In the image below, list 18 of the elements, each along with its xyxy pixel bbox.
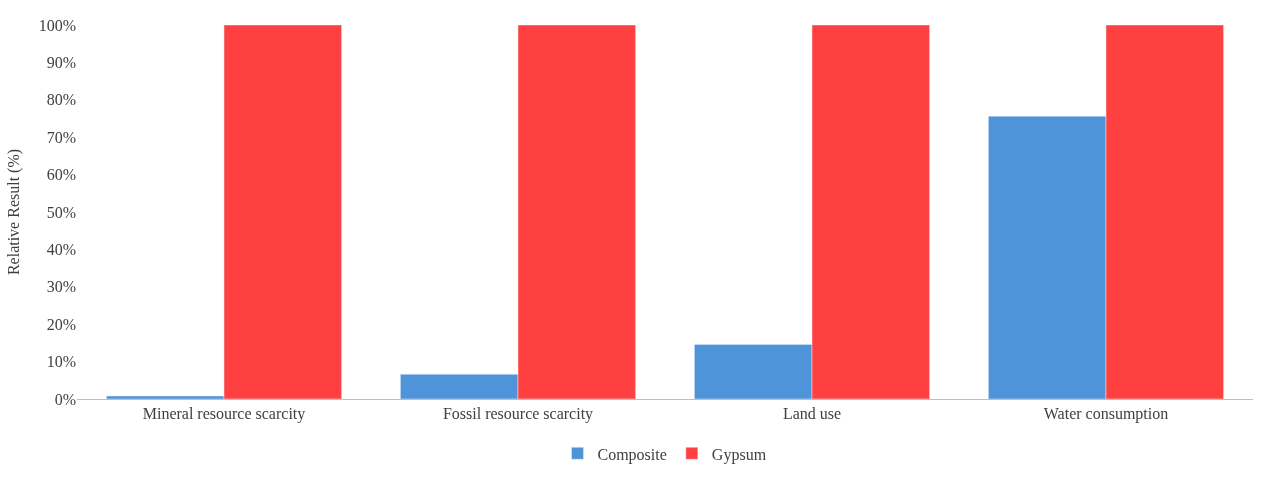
legend-label: Gypsum <box>711 445 767 464</box>
y-tick-label: 100% <box>38 16 76 34</box>
legend-label: Composite <box>597 445 667 464</box>
y-tick-label: 30% <box>46 278 76 296</box>
y-tick-label: 40% <box>46 241 76 258</box>
x-tick-label: Fossil resource scarcity <box>442 405 594 424</box>
y-tick-label: 80% <box>46 91 76 109</box>
y-axis-title: Relative Result (%) <box>4 148 23 276</box>
y-tick-label: 70% <box>46 128 76 146</box>
x-tick-label: Water consumption <box>1043 405 1169 424</box>
y-tick-label: 60% <box>46 166 76 184</box>
x-tick-label: Mineral resource scarcity <box>142 405 306 424</box>
y-tick-label: 50% <box>46 203 76 221</box>
y-tick-label: 20% <box>46 315 76 333</box>
y-tick-label: 10% <box>46 353 76 371</box>
y-tick-label: 0% <box>54 390 76 408</box>
y-tick-label: 90% <box>46 54 76 71</box>
x-tick-label: Land use <box>782 405 842 423</box>
